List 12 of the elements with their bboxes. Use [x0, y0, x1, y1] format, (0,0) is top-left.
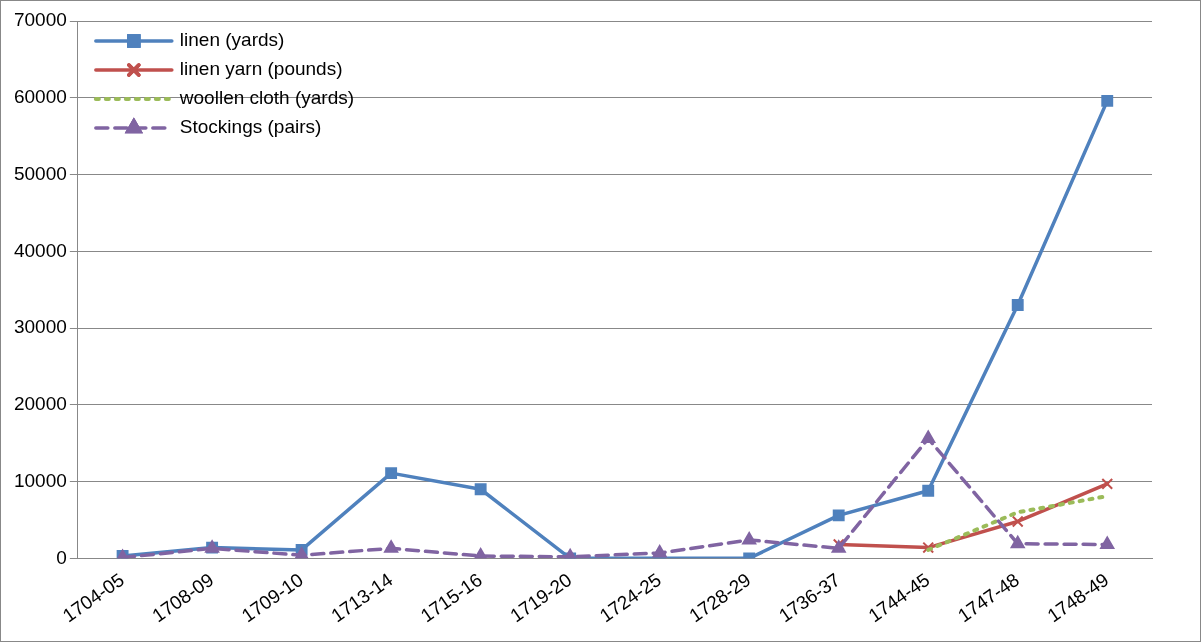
y-tick-label: 10000 — [13, 469, 67, 491]
legend-label: woollen cloth (yards) — [178, 87, 355, 109]
legend-label: linen yarn (pounds) — [179, 58, 343, 80]
y-tick-label: 60000 — [13, 86, 67, 107]
y-tick-label: 50000 — [13, 162, 67, 184]
y-tick-label: 70000 — [13, 9, 67, 31]
legend-label: linen (yards) — [179, 29, 285, 51]
y-tick-label: 0 — [56, 546, 67, 568]
y-tick-label: 20000 — [13, 393, 67, 415]
y-tick-label: 30000 — [13, 316, 67, 338]
legend-label: Stockings (pairs) — [179, 116, 322, 138]
y-tick-label: 40000 — [13, 239, 67, 261]
